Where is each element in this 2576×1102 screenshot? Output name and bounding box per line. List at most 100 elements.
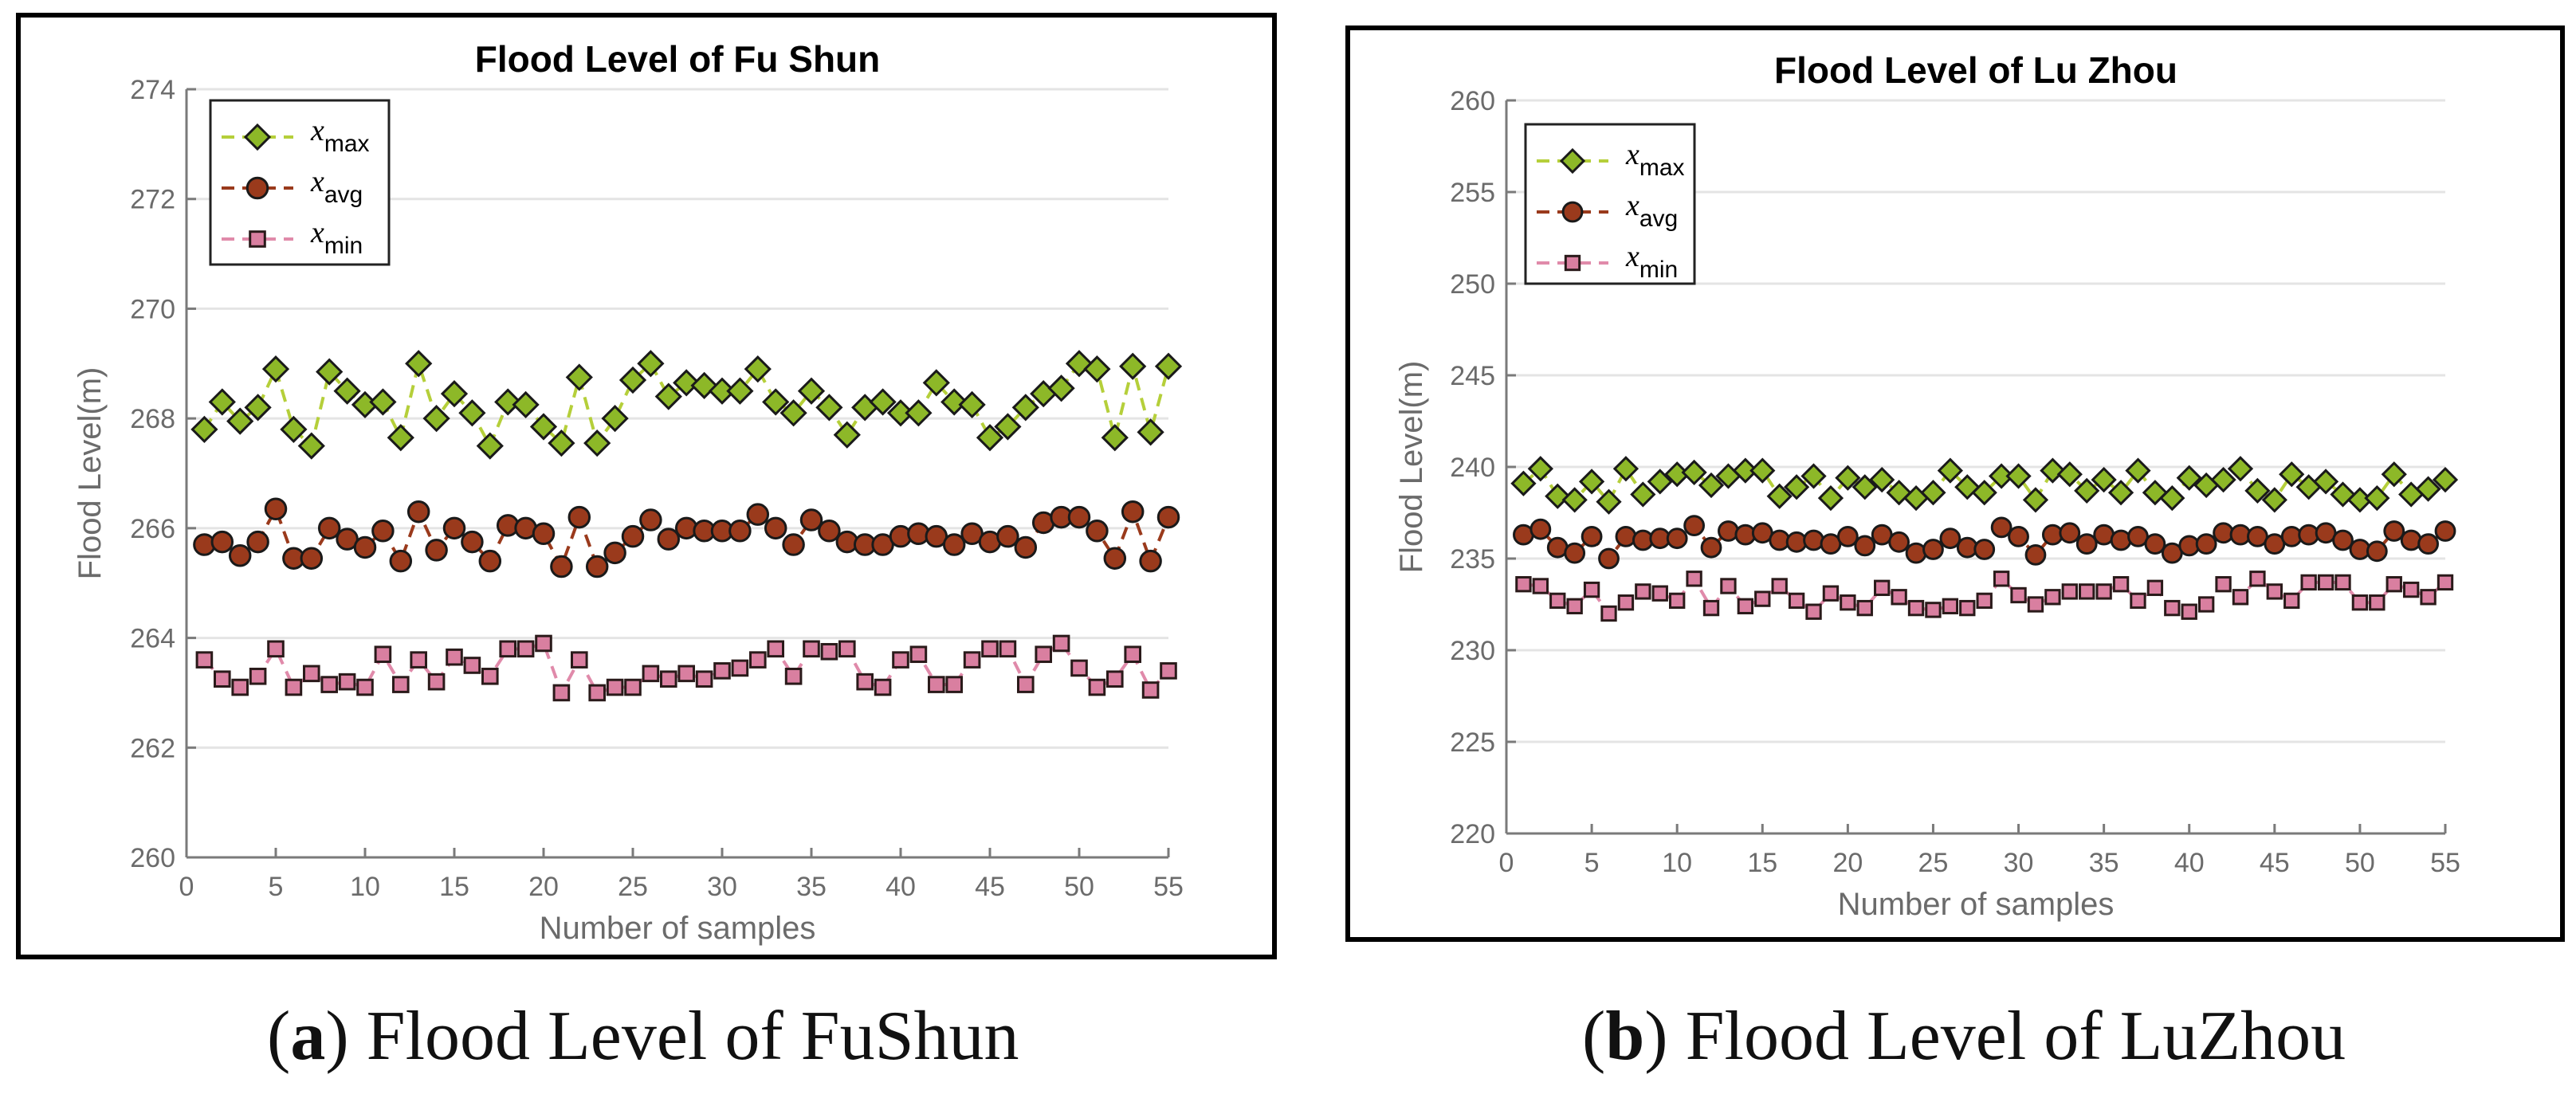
- fushun-point-x_avg: [228, 544, 252, 567]
- luzhou-point-x_min: [1583, 581, 1600, 598]
- fushun-point-x_min: [552, 684, 571, 702]
- luzhou-point-x_max: [2074, 477, 2100, 504]
- luzhou-point-x_min: [1617, 594, 1635, 611]
- fushun-point-x_min: [1141, 681, 1160, 699]
- luzhou-x-tick-label: 15: [1747, 848, 1777, 878]
- luzhou-point-x_avg: [1598, 547, 1620, 570]
- luzhou-x-tick-label: 5: [1584, 848, 1600, 878]
- fushun-point-x_max: [833, 421, 861, 449]
- luzhou-point-x_min: [2334, 574, 2351, 591]
- luzhou-point-x_max: [1937, 457, 1963, 484]
- fushun-point-x_avg: [425, 539, 448, 562]
- fushun-point-x_min: [249, 667, 267, 685]
- luzhou-point-x_avg: [1530, 518, 1552, 540]
- fushun-x-tick-label: 25: [618, 872, 648, 902]
- luzhou-point-x_min: [1925, 602, 1942, 618]
- fushun-point-x_max: [922, 369, 950, 397]
- luzhou-point-x_min: [2061, 583, 2078, 600]
- luzhou-point-x_max: [2210, 466, 2236, 493]
- luzhou-point-x_min: [2420, 589, 2437, 606]
- luzhou-point-x_avg: [1922, 539, 1944, 560]
- fushun-point-x_max: [476, 432, 504, 460]
- luzhou-point-x_min: [1515, 576, 1532, 593]
- fushun-legend-label-1: xavg: [310, 165, 363, 208]
- luzhou-point-x_min: [1993, 571, 2010, 587]
- fushun-point-x_min: [303, 665, 320, 683]
- luzhou-point-x_max: [1612, 456, 1639, 482]
- fushun-point-x_min: [571, 651, 588, 669]
- fushun-x-tick-label: 0: [179, 872, 194, 902]
- luzhou-legend: [1524, 123, 1696, 285]
- fushun-point-x_avg: [799, 508, 823, 531]
- luzhou-point-x_min: [1805, 603, 1822, 620]
- fushun-point-x_min: [320, 676, 338, 693]
- fushun-point-x_max: [905, 399, 933, 427]
- fushun-point-x_avg: [1121, 500, 1145, 524]
- fushun-point-x_avg: [1086, 520, 1109, 543]
- luzhou-point-x_max: [1869, 466, 1895, 493]
- fushun-point-x_avg: [317, 516, 341, 540]
- fushun-point-x_min: [606, 678, 624, 696]
- fushun-x-tick-label: 50: [1064, 872, 1094, 902]
- fushun-point-x_max: [673, 369, 701, 397]
- fushun-point-x_max: [512, 390, 540, 419]
- luzhou-x-tick-label: 0: [1499, 848, 1514, 878]
- fushun-point-x_max: [440, 380, 469, 408]
- fushun-point-x_avg: [1139, 549, 1162, 573]
- fushun-point-x_min: [267, 640, 285, 658]
- luzhou-x-tick-label: 45: [2260, 848, 2290, 878]
- fushun-point-x_avg: [442, 516, 466, 540]
- fushun-point-x_max: [869, 388, 897, 416]
- luzhou-legend-marker-1: [1561, 201, 1584, 223]
- fushun-y-tick-label: 272: [130, 185, 175, 215]
- luzhou-point-x_max: [2312, 469, 2339, 495]
- fushun-point-x_avg: [567, 505, 591, 529]
- caption-a: (a) Flood Level of FuShun: [267, 998, 1019, 1075]
- luzhou-point-x_avg: [2144, 533, 2166, 555]
- luzhou-point-x_avg: [1615, 526, 1637, 547]
- fushun-legend: [209, 99, 391, 266]
- luzhou-point-x_avg: [2024, 544, 2047, 566]
- luzhou-point-x_min: [1891, 589, 1907, 606]
- fushun-series-points-x_max: [190, 350, 1183, 460]
- fushun-point-x_min: [1052, 634, 1070, 653]
- luzhou-point-x_max: [2107, 480, 2134, 506]
- fushun-legend-label-base: x: [310, 165, 324, 198]
- fushun-point-x_avg: [264, 497, 288, 521]
- luzhou-point-x_max: [1766, 483, 1793, 509]
- luzhou-point-x_max: [1783, 474, 1810, 500]
- luzhou-point-x_max: [1545, 483, 1571, 509]
- fushun-point-x_max: [405, 350, 433, 378]
- fushun-point-x_avg: [550, 555, 573, 578]
- fushun-point-x_max: [297, 432, 325, 460]
- fushun-point-x_min: [356, 678, 374, 696]
- luzhou-point-x_min: [2317, 574, 2334, 591]
- fushun-legend-label-0: xmax: [310, 114, 370, 157]
- luzhou-point-x_min: [2266, 583, 2283, 600]
- luzhou-point-x_avg: [2075, 533, 2098, 555]
- luzhou-point-x_min: [2095, 583, 2112, 600]
- luzhou-point-x_min: [2215, 576, 2232, 593]
- luzhou-point-x_avg: [2195, 533, 2217, 555]
- luzhou-point-x_max: [1852, 474, 1878, 500]
- luzhou-point-x_max: [1749, 457, 1776, 484]
- luzhou-point-x_min: [1669, 592, 1686, 610]
- fushun-point-x_max: [618, 366, 647, 394]
- luzhou-point-x_avg: [2383, 520, 2405, 542]
- fushun-point-x_min: [535, 634, 552, 653]
- luzhou-point-x_max: [2091, 466, 2117, 493]
- fushun-point-x_avg: [728, 520, 752, 543]
- luzhou-title: Flood Level of Lu Zhou: [1774, 49, 2177, 91]
- luzhou-point-x_max: [2022, 487, 2049, 513]
- luzhou-point-x_min: [1976, 592, 1993, 610]
- luzhou-point-x_avg: [1939, 527, 1961, 550]
- fushun-point-x_min: [446, 648, 463, 666]
- luzhou-legend-label-1: xavg: [1625, 189, 1678, 232]
- luzhou-point-x_min: [2181, 603, 2197, 620]
- fushun-point-x_min: [749, 651, 767, 669]
- fushun-point-x_min: [945, 676, 964, 693]
- fushun-legend-marker-1: [245, 176, 269, 200]
- fushun-point-x_max: [762, 388, 790, 416]
- fushun-x-tick-label: 5: [269, 872, 284, 902]
- fushun-legend-marker-2: [249, 230, 266, 248]
